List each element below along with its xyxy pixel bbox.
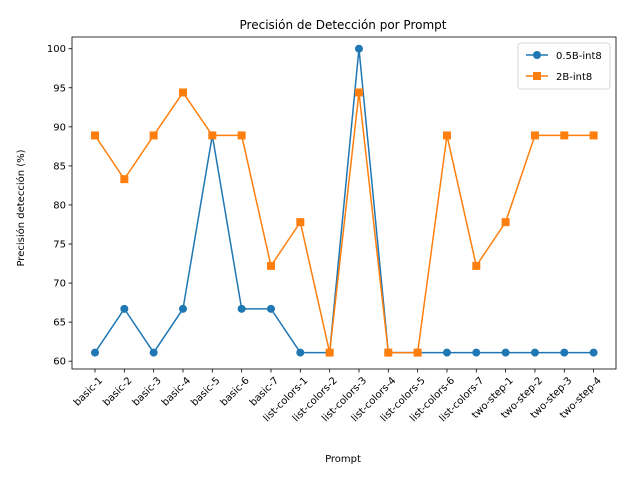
x-tick-label: basic-3 <box>131 375 164 408</box>
data-point <box>472 348 481 357</box>
y-axis-title: Precisión detección (%) <box>15 149 27 266</box>
x-tick-label: basic-2 <box>101 375 134 408</box>
x-tick-label: basic-1 <box>72 375 105 408</box>
data-point <box>120 304 129 313</box>
data-point <box>501 348 510 357</box>
plot-area <box>71 36 617 370</box>
data-point <box>149 348 158 357</box>
data-point <box>501 218 510 227</box>
data-point <box>384 348 393 357</box>
data-point <box>589 348 598 357</box>
x-tick-label: basic-6 <box>219 375 252 408</box>
data-point <box>472 261 481 270</box>
data-point <box>178 304 187 313</box>
x-axis-ticks: basic-1basic-2basic-3basic-4basic-5basic… <box>72 369 604 424</box>
y-tick-label: 100 <box>47 44 66 55</box>
data-point <box>325 348 334 357</box>
data-point <box>442 348 451 357</box>
series-2B-int8 <box>91 88 598 357</box>
y-tick-label: 95 <box>53 83 66 94</box>
legend-item: 2B-int8 <box>526 72 592 83</box>
data-point <box>530 131 539 140</box>
legend-label: 2B-int8 <box>556 72 592 83</box>
legend-marker <box>533 51 541 59</box>
data-point <box>149 131 158 140</box>
data-point <box>413 348 422 357</box>
y-tick-label: 65 <box>53 318 66 329</box>
series-line <box>94 91 594 354</box>
data-point <box>296 348 305 357</box>
data-point <box>266 261 275 270</box>
y-tick-label: 60 <box>53 357 66 368</box>
data-point <box>354 44 363 53</box>
data-point <box>91 348 99 357</box>
series-line <box>94 48 594 354</box>
data-point <box>354 88 363 97</box>
y-tick-label: 85 <box>53 161 66 172</box>
legend-marker <box>533 72 541 80</box>
x-axis-title: Prompt <box>325 454 361 465</box>
data-point <box>560 348 569 357</box>
chart-title: Precisión de Detección por Prompt <box>240 18 447 32</box>
legend: 0.5B-int8 2B-int8 <box>517 42 611 90</box>
data-point <box>560 131 569 140</box>
x-tick-label: basic-4 <box>160 375 193 408</box>
data-point <box>91 131 99 140</box>
data-point <box>589 131 598 140</box>
legend-label: 0.5B-int8 <box>556 51 602 62</box>
series-layer <box>91 44 598 357</box>
data-point <box>120 175 129 184</box>
axes-frame <box>71 36 617 370</box>
data-point <box>208 131 217 140</box>
y-tick-label: 90 <box>53 122 66 133</box>
legend-item: 0.5B-int8 <box>526 51 602 62</box>
x-tick-label: basic-5 <box>189 375 222 408</box>
y-tick-label: 80 <box>53 200 66 211</box>
data-point <box>442 131 451 140</box>
y-axis-ticks: 60 65 70 75 80 85 90 95 100 <box>47 44 72 368</box>
y-tick-label: 70 <box>53 279 66 290</box>
data-point <box>296 218 305 227</box>
data-point <box>237 304 246 313</box>
data-point <box>266 304 275 313</box>
data-point <box>237 131 246 140</box>
series-0.5B-int8 <box>91 44 598 357</box>
data-point <box>530 348 539 357</box>
y-tick-label: 75 <box>53 240 66 251</box>
data-point <box>178 88 187 97</box>
